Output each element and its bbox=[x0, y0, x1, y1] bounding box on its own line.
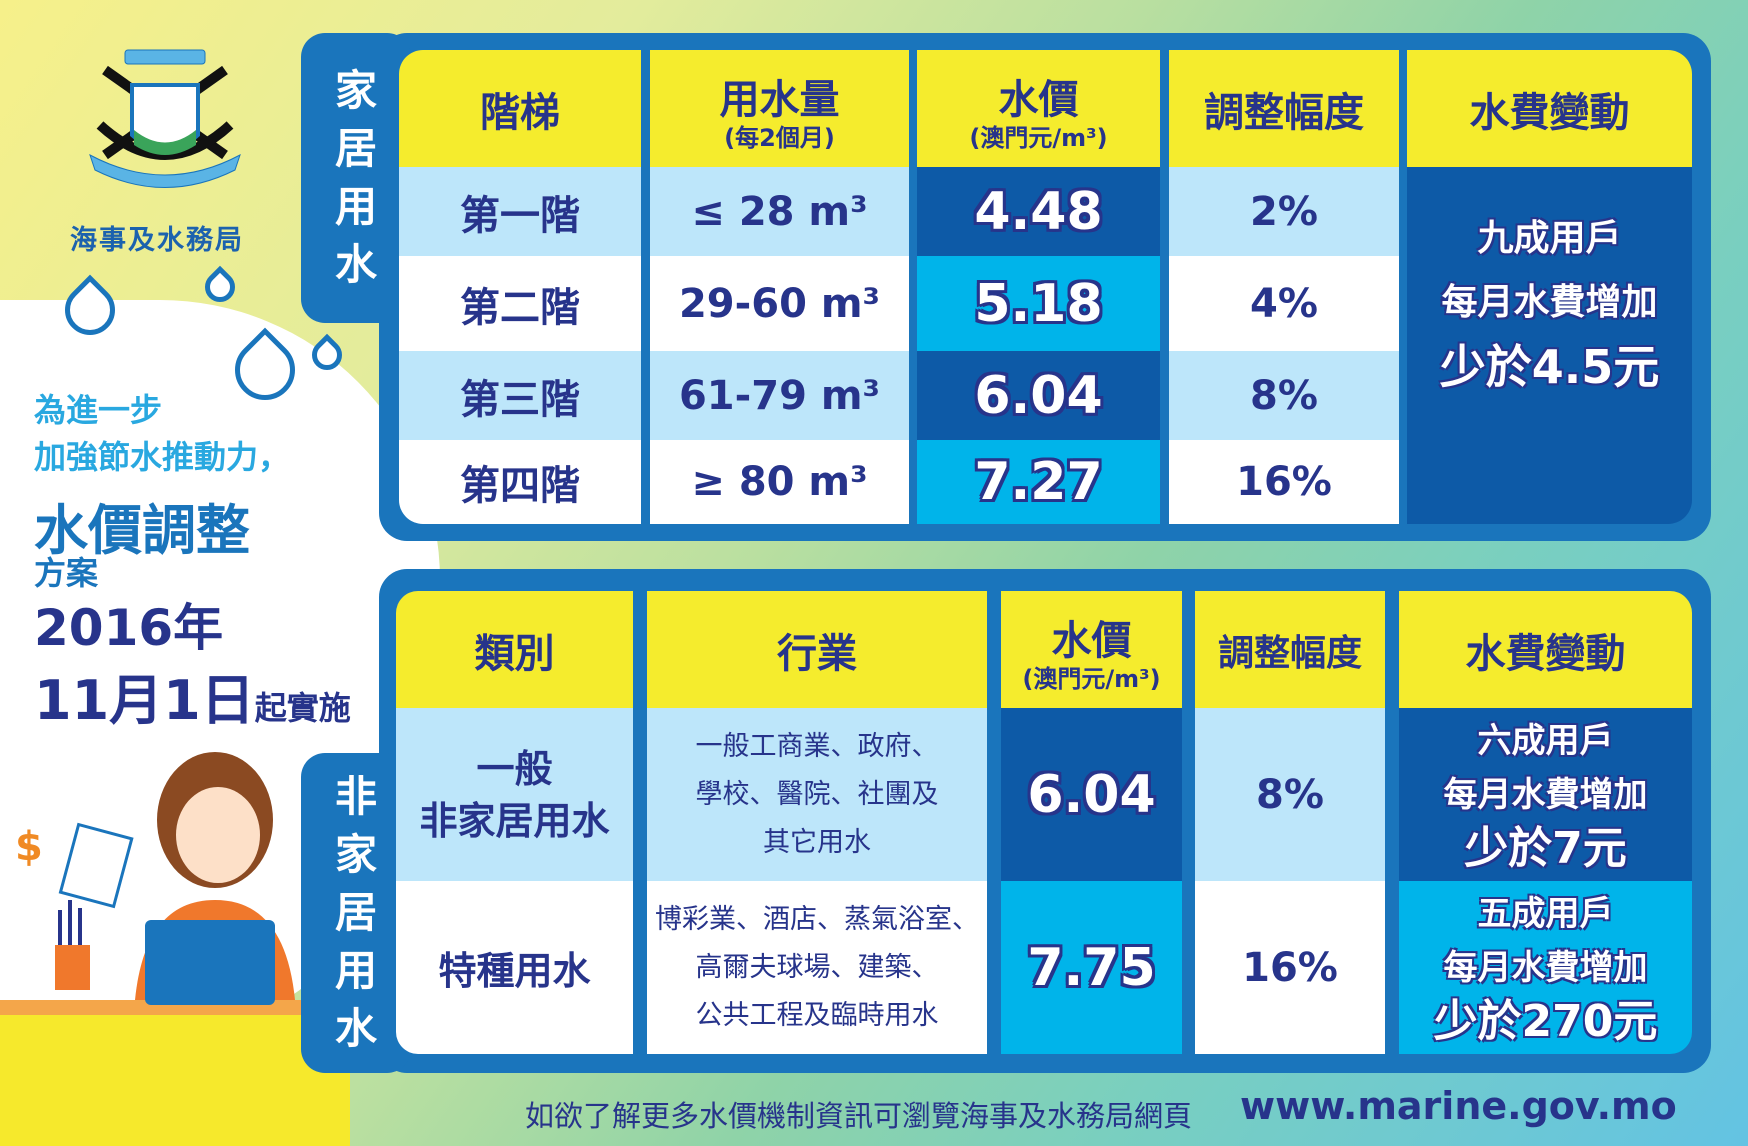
header-price: 水價 (澳門元/m³) bbox=[1001, 591, 1182, 708]
industry-line: 學校、醫院、社團及 bbox=[695, 778, 939, 810]
header-price: 水價 (澳門元/m³) bbox=[917, 50, 1160, 167]
tab-char: 居 bbox=[334, 124, 377, 173]
header-category: 類別 bbox=[396, 591, 633, 708]
tier-cell: 第一階 bbox=[399, 167, 641, 256]
intro-line1: 為進一步 bbox=[34, 391, 163, 429]
tier-cell: 第二階 bbox=[399, 256, 641, 351]
price-cell: 5.18 bbox=[917, 256, 1160, 351]
industry-cell: 博彩業、酒店、蒸氣浴室、 高爾夫球場、建築、 公共工程及臨時用水 bbox=[647, 881, 987, 1054]
tab-char: 非 bbox=[334, 772, 377, 821]
water-drop-icon bbox=[198, 265, 242, 309]
non-domestic-table: 類別 行業 水價 (澳門元/m³) 調整幅度 水費變動 一般非家居用水 一般工商業… bbox=[396, 591, 1692, 1054]
tier-cell: 第四階 bbox=[399, 440, 641, 524]
header-usage-label: 用水量 bbox=[719, 76, 840, 123]
change-line: 九成用戶 bbox=[1477, 218, 1622, 259]
intro-line2: 加強節水推動力， bbox=[34, 438, 291, 476]
header-tier: 階梯 bbox=[399, 50, 641, 167]
price-cell: 4.48 bbox=[917, 167, 1160, 256]
category-line: 特種用水 bbox=[438, 949, 591, 993]
change-cell: 九成用戶 每月水費增加 少於4.5元 bbox=[1407, 167, 1692, 524]
adjust-cell: 16% bbox=[1169, 440, 1399, 524]
headline: 水價調整 bbox=[34, 499, 250, 562]
adjust-cell: 16% bbox=[1195, 881, 1385, 1054]
adjust-cell: 4% bbox=[1169, 256, 1399, 351]
tab-char: 用 bbox=[334, 946, 377, 995]
effective-date: 11月1日起實施 bbox=[34, 656, 351, 735]
industry-line: 高爾夫球場、建築、 bbox=[695, 951, 939, 983]
org-name: 海事及水務局 bbox=[70, 225, 244, 256]
change-line: 五成用戶 bbox=[1477, 893, 1614, 934]
change-line: 少於4.5元 bbox=[1439, 340, 1660, 394]
change-line: 每月水費增加 bbox=[1443, 774, 1648, 815]
usage-cell: 61-79 m³ bbox=[650, 351, 909, 440]
marine-bureau-logo bbox=[89, 49, 241, 188]
header-change: 水費變動 bbox=[1399, 591, 1692, 708]
header-price-note: (澳門元/m³) bbox=[1022, 664, 1161, 693]
change-line: 每月水費增加 bbox=[1441, 282, 1658, 323]
header-price-label: 水價 bbox=[998, 76, 1079, 123]
header-adjust: 調整幅度 bbox=[1195, 591, 1385, 708]
tab-char: 水 bbox=[334, 240, 377, 289]
woman-illustration: $ bbox=[15, 752, 295, 1005]
tab-char: 家 bbox=[334, 830, 377, 879]
price-cell: 7.27 bbox=[917, 440, 1160, 524]
desk bbox=[0, 1015, 350, 1146]
subheadline: 方案 bbox=[34, 554, 99, 592]
header-price-note: (澳門元/m³) bbox=[969, 123, 1108, 152]
change-line: 少於7元 bbox=[1464, 822, 1627, 874]
header-adjust: 調整幅度 bbox=[1169, 50, 1399, 167]
change-cell: 五成用戶每月水費增加少於270元 bbox=[1399, 881, 1692, 1054]
category-cell: 一般 非家居用水 bbox=[396, 708, 633, 881]
tier-cell: 第三階 bbox=[399, 351, 641, 440]
tab-char: 用 bbox=[334, 182, 377, 231]
industry-line: 其它用水 bbox=[763, 826, 871, 858]
change-line: 少於270元 bbox=[1433, 995, 1658, 1047]
header-usage-note: (每2個月) bbox=[724, 123, 835, 152]
change-line: 六成用戶 bbox=[1477, 720, 1614, 761]
usage-cell: ≤ 28 m³ bbox=[650, 167, 909, 256]
svg-text:$: $ bbox=[15, 824, 43, 870]
industry-line: 一般工商業、政府、 bbox=[695, 730, 939, 762]
adjust-cell: 8% bbox=[1169, 351, 1399, 440]
header-change: 水費變動 bbox=[1407, 50, 1692, 167]
domestic-tab: 家居用水 bbox=[301, 33, 411, 323]
header-price-label: 水價 bbox=[1051, 617, 1132, 664]
change-line: 每月水費增加 bbox=[1443, 947, 1648, 988]
category-line: 非家居用水 bbox=[419, 798, 610, 843]
header-industry: 行業 bbox=[647, 591, 987, 708]
date: 11月1日 bbox=[34, 669, 255, 732]
tab-char: 居 bbox=[334, 888, 377, 937]
industry-line: 公共工程及臨時用水 bbox=[695, 999, 939, 1031]
year: 2016年 bbox=[34, 599, 224, 657]
adjust-cell: 8% bbox=[1195, 708, 1385, 881]
price-cell: 6.04 bbox=[917, 351, 1160, 440]
header-usage: 用水量 (每2個月) bbox=[650, 50, 909, 167]
price-cell: 6.04 bbox=[1001, 708, 1182, 881]
tab-char: 家 bbox=[334, 66, 377, 115]
tab-char: 水 bbox=[334, 1004, 377, 1053]
price-cell: 7.75 bbox=[1001, 881, 1182, 1054]
domestic-table: 階梯 用水量 (每2個月) 水價 (澳門元/m³) 調整幅度 水費變動 第一階 ≤ … bbox=[399, 50, 1692, 524]
usage-cell: 29-60 m³ bbox=[650, 256, 909, 351]
date-suffix: 起實施 bbox=[254, 689, 351, 727]
adjust-cell: 2% bbox=[1169, 167, 1399, 256]
non-domestic-tab: 非家居用水 bbox=[301, 753, 411, 1073]
category-line: 一般 bbox=[476, 746, 553, 791]
website-link[interactable]: www.marine.gov.mo bbox=[1240, 1084, 1677, 1128]
category-cell: 特種用水 bbox=[396, 881, 633, 1054]
footer-text: 如欲了解更多水價機制資訊可瀏覽海事及水務局網頁 bbox=[525, 1099, 1193, 1133]
change-cell: 六成用戶每月水費增加少於7元 bbox=[1399, 708, 1692, 881]
usage-cell: ≥ 80 m³ bbox=[650, 440, 909, 524]
industry-cell: 一般工商業、政府、 學校、醫院、社團及 其它用水 bbox=[647, 708, 987, 881]
industry-line: 博彩業、酒店、蒸氣浴室、 bbox=[655, 903, 979, 935]
